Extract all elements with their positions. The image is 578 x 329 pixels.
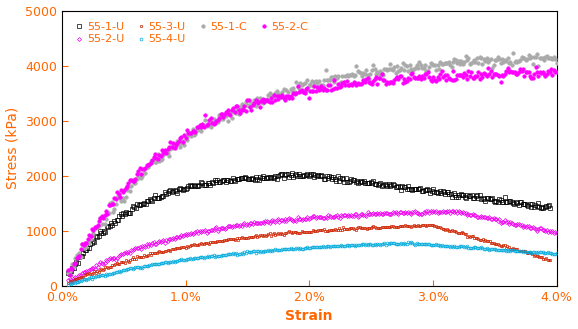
- 55-3-U: [542, 257, 549, 261]
- 55-2-C: [549, 73, 556, 77]
- 55-2-C: [66, 273, 73, 277]
- 55-2-U: [327, 215, 334, 218]
- 55-1-U: [529, 202, 536, 206]
- 55-2-C: [535, 74, 542, 78]
- 55-4-U: [553, 251, 560, 255]
- 55-3-U: [193, 243, 200, 247]
- 55-2-C: [65, 268, 72, 272]
- Line: 55-1-C: 55-1-C: [66, 51, 558, 277]
- 55-1-C: [196, 128, 203, 132]
- Line: 55-3-U: 55-3-U: [67, 223, 552, 285]
- 55-1-C: [510, 51, 517, 55]
- 55-1-C: [68, 273, 75, 277]
- Legend: 55-1-U, 55-2-U, 55-3-U, 55-4-U, 55-1-C, 55-2-C: 55-1-U, 55-2-U, 55-3-U, 55-4-U, 55-1-C, …: [72, 19, 312, 48]
- 55-2-U: [69, 279, 76, 283]
- 55-1-C: [65, 271, 72, 275]
- 55-4-U: [290, 247, 297, 251]
- 55-4-U: [405, 240, 412, 244]
- 55-2-C: [553, 70, 560, 74]
- Line: 55-2-U: 55-2-U: [67, 209, 558, 283]
- Line: 55-1-U: 55-1-U: [66, 171, 552, 275]
- 55-4-U: [195, 256, 202, 260]
- 55-1-C: [553, 61, 560, 65]
- 55-1-C: [354, 69, 361, 73]
- 55-1-U: [195, 184, 202, 188]
- Y-axis label: Stress (kPa): Stress (kPa): [6, 107, 20, 190]
- 55-1-C: [549, 57, 556, 61]
- 55-4-U: [353, 243, 360, 247]
- 55-3-U: [65, 281, 72, 285]
- 55-1-U: [547, 206, 554, 210]
- 55-2-U: [455, 209, 462, 213]
- 55-2-U: [196, 229, 203, 233]
- 55-3-U: [429, 223, 436, 227]
- 55-1-U: [352, 180, 359, 184]
- 55-4-U: [547, 251, 554, 255]
- 55-1-C: [291, 90, 298, 94]
- 55-1-U: [543, 204, 550, 208]
- 55-1-U: [290, 175, 297, 179]
- 55-4-U: [325, 244, 332, 248]
- 55-2-C: [327, 83, 334, 87]
- 55-3-U: [528, 251, 535, 255]
- 55-4-U: [533, 251, 540, 255]
- 55-2-C: [532, 65, 539, 69]
- 55-2-U: [549, 230, 556, 234]
- 55-1-C: [535, 64, 542, 68]
- 55-2-C: [196, 123, 203, 127]
- Line: 55-2-C: 55-2-C: [66, 65, 558, 277]
- 55-1-U: [288, 171, 295, 175]
- 55-2-U: [553, 231, 560, 235]
- X-axis label: Strain: Strain: [286, 310, 333, 323]
- 55-2-U: [291, 218, 298, 222]
- 55-1-U: [65, 271, 72, 275]
- 55-1-U: [66, 272, 73, 276]
- 55-1-U: [324, 176, 331, 180]
- Line: 55-4-U: 55-4-U: [67, 241, 558, 286]
- 55-3-U: [287, 230, 294, 234]
- 55-3-U: [322, 229, 329, 233]
- 55-2-C: [291, 92, 298, 96]
- 55-2-U: [65, 278, 72, 282]
- 55-2-U: [535, 227, 542, 231]
- 55-1-C: [327, 78, 334, 82]
- 55-2-U: [354, 215, 361, 218]
- 55-3-U: [349, 226, 356, 230]
- 55-2-C: [354, 81, 361, 85]
- 55-3-U: [547, 258, 554, 262]
- 55-4-U: [65, 283, 72, 287]
